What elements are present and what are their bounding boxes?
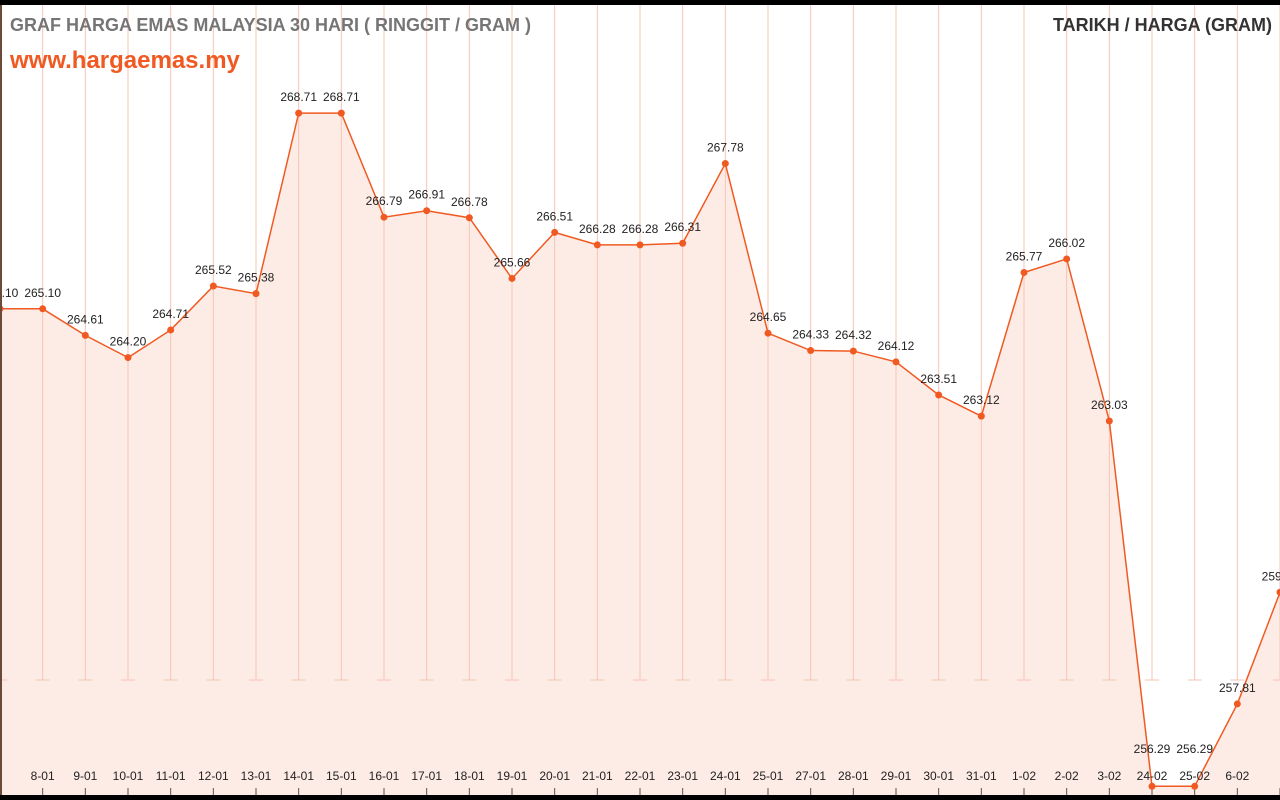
x-tick-label: 1-02 — [1012, 769, 1036, 783]
data-label: 264.12 — [878, 339, 915, 353]
data-label: 268.71 — [323, 90, 360, 104]
x-tick-label: 10-01 — [113, 769, 144, 783]
x-tick-label: 12-01 — [198, 769, 229, 783]
data-point — [977, 412, 985, 420]
data-point — [892, 358, 900, 366]
data-point — [465, 214, 473, 222]
data-point — [551, 228, 559, 236]
data-label: 265.52 — [195, 263, 232, 277]
x-tick-label: 30-01 — [923, 769, 954, 783]
legend-label: TARIKH / HARGA (GRAM) — [1053, 15, 1272, 35]
data-label: 263.51 — [920, 372, 957, 386]
x-tick-label: 15-01 — [326, 769, 357, 783]
data-label: 256.29 — [1134, 742, 1171, 756]
data-label: 264.61 — [67, 312, 104, 326]
x-tick-label: 28-01 — [838, 769, 869, 783]
data-point — [935, 391, 943, 399]
data-point — [423, 207, 431, 215]
x-tick-label: 16-01 — [369, 769, 400, 783]
data-label: 264.20 — [110, 335, 147, 349]
x-tick-label: 27-01 — [795, 769, 826, 783]
data-point — [252, 290, 260, 298]
data-label: 263.12 — [963, 393, 1000, 407]
data-point — [721, 160, 729, 168]
x-tick-label: 8-01 — [31, 769, 55, 783]
x-tick-label: 20-01 — [539, 769, 570, 783]
x-tick-label: 14-01 — [283, 769, 314, 783]
data-point — [1276, 588, 1280, 596]
data-label: 265.10 — [24, 286, 61, 300]
data-point — [337, 109, 345, 117]
data-label: 266.31 — [664, 220, 701, 234]
x-tick-label: 11-01 — [156, 769, 186, 783]
data-point — [209, 282, 217, 290]
area-fill — [2, 113, 1280, 795]
x-tick-label: 9-01 — [73, 769, 97, 783]
x-tick-label: 17-01 — [411, 769, 442, 783]
x-tick-label: 2-02 — [1055, 769, 1079, 783]
data-label: 264.65 — [750, 310, 787, 324]
data-point — [167, 326, 175, 334]
data-label: 265.77 — [1006, 249, 1043, 263]
data-label: 256.29 — [1176, 742, 1213, 756]
data-point — [1233, 700, 1241, 708]
data-label: 266.78 — [451, 195, 488, 209]
data-label: 268.71 — [280, 90, 317, 104]
data-point — [636, 241, 644, 249]
x-tick-label: 13-01 — [241, 769, 272, 783]
data-label: 265.66 — [494, 255, 531, 269]
data-point — [1063, 255, 1071, 263]
data-point — [1105, 417, 1113, 425]
data-label: 265.38 — [238, 271, 275, 285]
x-tick-label: 25-01 — [753, 769, 784, 783]
chart-title: GRAF HARGA EMAS MALAYSIA 30 HARI ( RINGG… — [10, 15, 532, 35]
data-label: 266.28 — [622, 222, 659, 236]
data-point — [295, 109, 303, 117]
data-label: 266.79 — [366, 194, 403, 208]
data-point — [807, 347, 815, 355]
x-tick-label: 24-01 — [710, 769, 741, 783]
x-tick-label: 31-01 — [966, 769, 997, 783]
data-label: 263.03 — [1091, 398, 1128, 412]
data-label: 257.81 — [1219, 681, 1256, 695]
data-point — [679, 239, 687, 247]
x-tick-label: 3-02 — [1097, 769, 1121, 783]
chart-area: 265.10 265.10 8-01 264.61 9-01 264.20 10-01 264… — [0, 5, 1280, 795]
x-tick-label: 23-01 — [667, 769, 698, 783]
data-label: 264.71 — [152, 307, 189, 321]
data-label: 259.87 — [1262, 569, 1280, 583]
data-label: 265.10 — [2, 286, 19, 300]
data-label: 264.32 — [835, 328, 872, 342]
x-tick-label: 24-02 — [1137, 769, 1168, 783]
data-label: 266.02 — [1048, 236, 1085, 250]
data-label: 266.28 — [579, 222, 616, 236]
data-point — [849, 347, 857, 355]
x-tick-label: 25-02 — [1179, 769, 1210, 783]
data-point — [81, 331, 89, 339]
x-tick-label: 18-01 — [454, 769, 485, 783]
data-point — [508, 274, 516, 282]
gold-price-chart: 265.10 265.10 8-01 264.61 9-01 264.20 10-01 264… — [2, 5, 1280, 795]
data-label: 266.91 — [408, 188, 445, 202]
x-tick-label: 19-01 — [497, 769, 528, 783]
data-label: 264.33 — [792, 328, 829, 342]
x-tick-label: 22-01 — [625, 769, 656, 783]
x-tick-label: 6-02 — [1225, 769, 1249, 783]
data-label: 266.51 — [536, 209, 573, 223]
data-point — [2, 305, 4, 312]
data-label: 267.78 — [707, 141, 744, 155]
x-tick-label: 21-01 — [582, 769, 613, 783]
data-point — [124, 354, 132, 362]
data-point — [1020, 268, 1028, 276]
data-point — [593, 241, 601, 249]
site-link[interactable]: www.hargaemas.my — [10, 47, 240, 74]
data-point — [1148, 782, 1156, 790]
data-point — [764, 329, 772, 337]
x-tick-label: 29-01 — [881, 769, 912, 783]
data-point — [39, 305, 47, 313]
data-point — [380, 213, 388, 221]
data-point — [1191, 782, 1199, 790]
